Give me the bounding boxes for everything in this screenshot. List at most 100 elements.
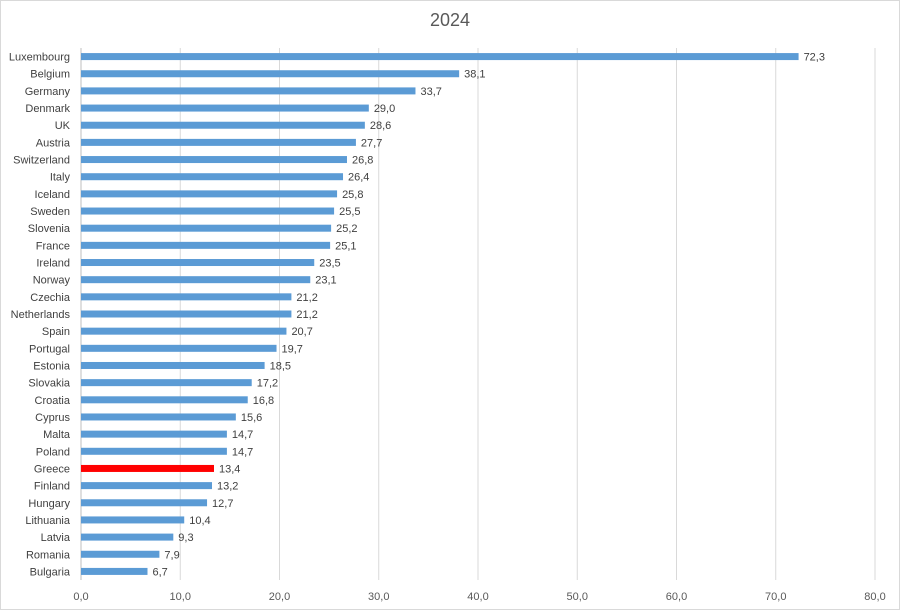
value-label: 18,5 [270, 360, 291, 372]
bar [81, 276, 311, 284]
value-label: 15,6 [241, 412, 262, 424]
x-tick-label: 10,0 [170, 591, 191, 603]
value-label: 25,1 [335, 240, 356, 252]
category-label: Slovakia [28, 378, 70, 390]
category-label: Portugal [29, 343, 70, 355]
value-label: 19,7 [282, 343, 303, 355]
bar [81, 533, 174, 541]
value-labels: 72,3 38,1 33,7 29,0 28,6 27,7 26,8 26,4 25,8 25,5… [152, 52, 825, 579]
bar [81, 361, 265, 369]
category-label: Austria [36, 137, 71, 149]
bar [81, 190, 338, 198]
x-tick-label: 60,0 [666, 591, 687, 603]
value-label: 10,4 [189, 515, 210, 527]
value-label: 23,5 [319, 258, 340, 270]
bar [81, 430, 227, 438]
value-label: 6,7 [152, 566, 167, 578]
bar [81, 482, 213, 490]
value-label: 25,5 [339, 206, 360, 218]
bar [81, 87, 416, 95]
value-label: 14,7 [232, 446, 253, 458]
value-label: 26,8 [352, 155, 373, 167]
value-label: 14,7 [232, 429, 253, 441]
value-label: 27,7 [361, 137, 382, 149]
bar [81, 173, 344, 181]
category-label: Lithuania [25, 515, 71, 527]
bar [81, 567, 148, 575]
value-label: 25,2 [336, 223, 357, 235]
chart-title: 2024 [429, 10, 471, 30]
category-label: Iceland [35, 189, 70, 201]
category-labels: Luxembourg Belgium Germany Denmark UK Austria… [9, 52, 71, 579]
bar [81, 224, 332, 232]
bar [81, 464, 214, 472]
bar [81, 379, 252, 387]
value-label: 33,7 [420, 86, 441, 98]
value-label: 16,8 [253, 395, 274, 407]
value-label: 29,0 [374, 103, 395, 115]
category-label: Finland [34, 481, 70, 493]
bar [81, 327, 287, 335]
bar [81, 53, 799, 61]
category-label: Netherlands [11, 309, 71, 321]
category-label: Norway [33, 275, 71, 287]
x-tick-label: 80,0 [864, 591, 885, 603]
value-label: 72,3 [804, 52, 825, 64]
category-label: Romania [26, 549, 71, 561]
bar [81, 293, 292, 301]
bar [81, 499, 208, 507]
category-label: Sweden [30, 206, 70, 218]
x-tick-labels: 0,0 10,0 20,0 30,0 40,0 50,0 60,0 70,0 80,0 [73, 591, 885, 603]
x-tick-label: 40,0 [467, 591, 488, 603]
bar [81, 447, 227, 455]
category-label: Malta [43, 429, 71, 441]
bar [81, 310, 292, 318]
category-label: Switzerland [13, 155, 70, 167]
value-label: 21,2 [296, 309, 317, 321]
category-label: Germany [25, 86, 71, 98]
category-label: Slovenia [28, 223, 71, 235]
bar [81, 344, 277, 352]
category-label: Latvia [41, 532, 71, 544]
value-label: 17,2 [257, 378, 278, 390]
value-label: 26,4 [348, 172, 369, 184]
value-label: 21,2 [296, 292, 317, 304]
value-label: 38,1 [464, 69, 485, 81]
category-label: Luxembourg [9, 52, 70, 64]
bar [81, 121, 365, 129]
bar [81, 516, 185, 524]
bar [81, 550, 160, 558]
value-label: 9,3 [178, 532, 193, 544]
category-label: Greece [34, 463, 70, 475]
x-tick-label: 20,0 [269, 591, 290, 603]
x-tick-label: 70,0 [765, 591, 786, 603]
value-label: 13,4 [219, 463, 240, 475]
bar [81, 207, 335, 215]
bar [81, 396, 248, 404]
category-label: Ireland [36, 258, 70, 270]
category-label: Italy [50, 172, 71, 184]
bar [81, 70, 460, 78]
category-label: France [36, 240, 70, 252]
value-label: 12,7 [212, 498, 233, 510]
value-label: 13,2 [217, 481, 238, 493]
value-label: 20,7 [291, 326, 312, 338]
category-label: Belgium [30, 69, 70, 81]
category-label: UK [55, 120, 71, 132]
bar [81, 241, 331, 249]
category-label: Spain [42, 326, 70, 338]
value-label: 23,1 [315, 275, 336, 287]
bar [81, 104, 369, 112]
x-tick-label: 30,0 [368, 591, 389, 603]
bar [81, 156, 347, 164]
x-tick-label: 50,0 [567, 591, 588, 603]
bar [81, 413, 236, 421]
category-label: Cyprus [35, 412, 70, 424]
bar [81, 138, 356, 146]
category-label: Estonia [33, 360, 71, 372]
value-label: 25,8 [342, 189, 363, 201]
category-label: Poland [36, 446, 70, 458]
category-label: Denmark [25, 103, 70, 115]
